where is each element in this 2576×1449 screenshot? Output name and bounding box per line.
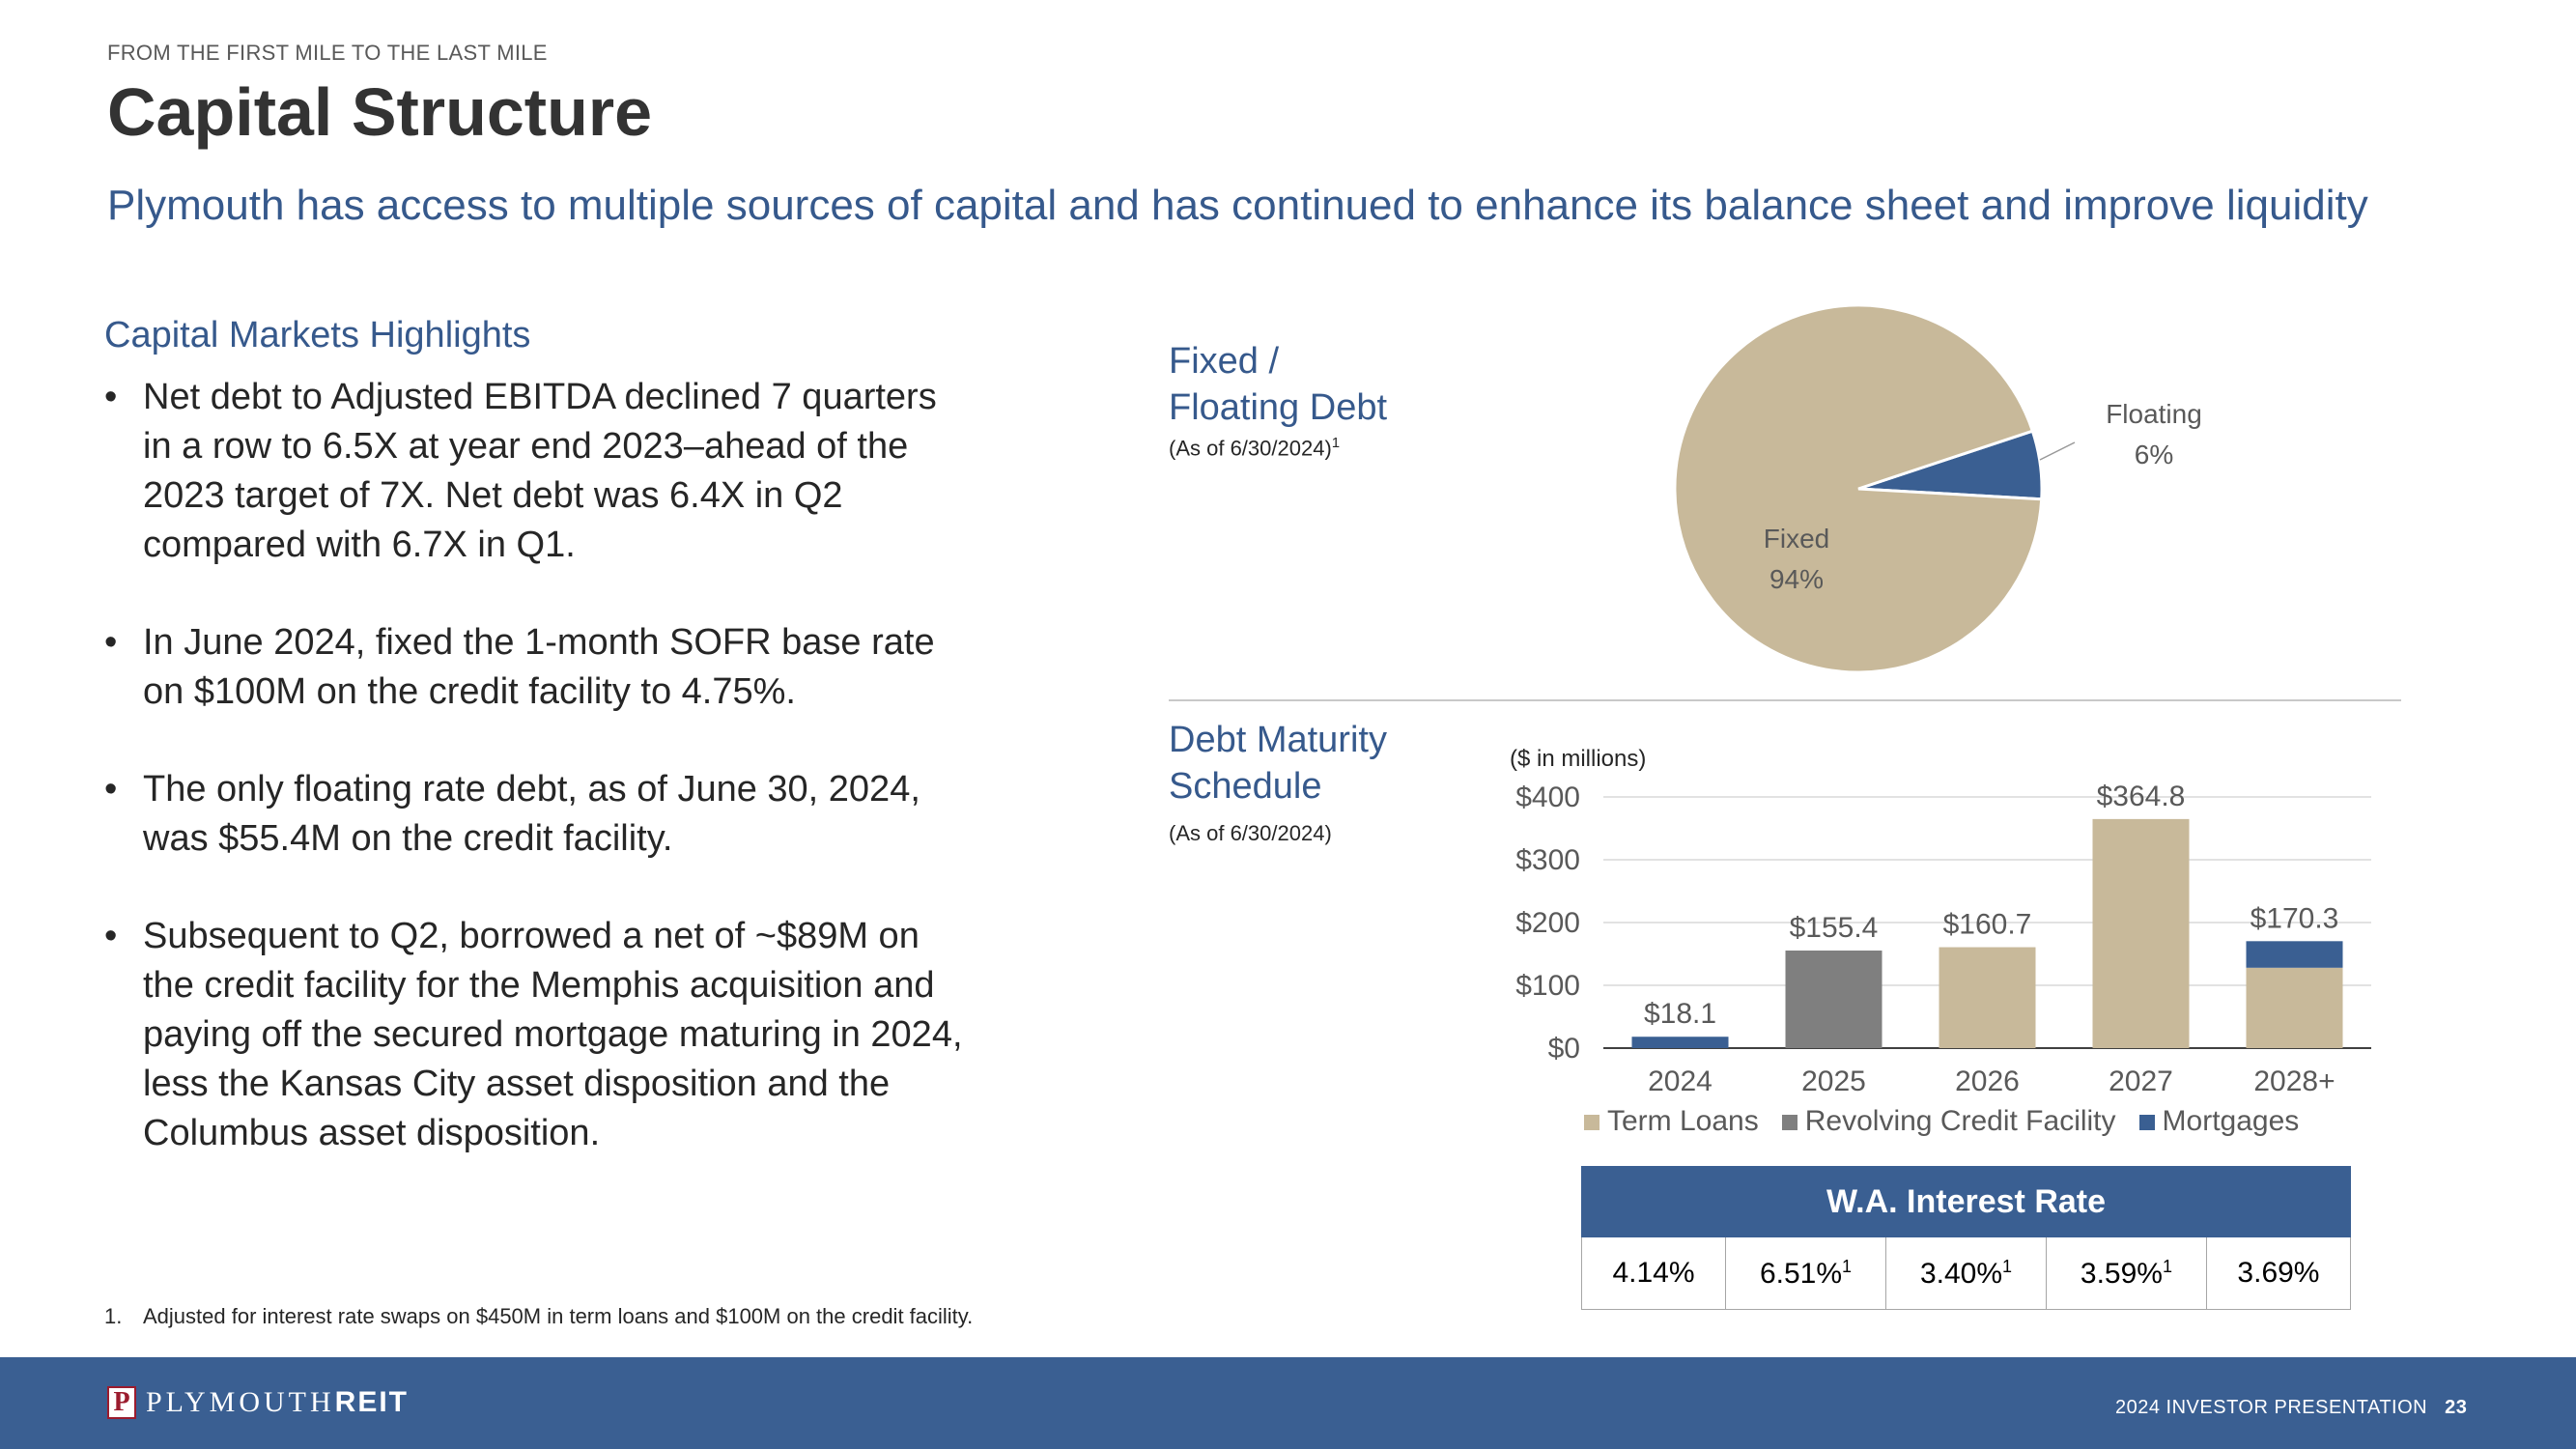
chart-legend: Term Loans Revolving Credit Facility Mor… [1584, 1105, 2299, 1138]
legend-label: Term Loans [1607, 1105, 1759, 1137]
highlights-heading: Capital Markets Highlights [104, 315, 531, 355]
logo-word: PLYMOUTH [146, 1386, 335, 1418]
logo-mark: P [107, 1386, 136, 1419]
maturity-title-1: Debt Maturity [1169, 720, 1387, 760]
pie-leader-line [2039, 441, 2076, 461]
rate-value: 6.51% [1759, 1257, 1843, 1290]
maturity-title-2: Schedule [1169, 766, 1322, 807]
y-tick-label: $300 [1515, 844, 1580, 876]
rate-footnote-marker: 1 [2162, 1256, 2172, 1276]
pie-label-fixed-value: 94% [1769, 564, 1825, 594]
footnote-number: 1. [104, 1304, 123, 1328]
legend-item-term-loans: Term Loans [1584, 1105, 1759, 1138]
legend-swatch-term-loans [1584, 1115, 1599, 1130]
footer-presentation: 2024 INVESTOR PRESENTATION 23 [2115, 1397, 2467, 1419]
bar-data-label: $160.7 [1943, 909, 2032, 941]
bar-data-label: $364.8 [2097, 781, 2186, 812]
x-tick-label: 2026 [1955, 1065, 2020, 1097]
footnote-text: Adjusted for interest rate swaps on $450… [143, 1304, 974, 1328]
fixed-floating-heading: Fixed / Floating Debt (As of 6/30/2024)1 [1169, 338, 1387, 461]
logo-word-bold: REIT [334, 1386, 410, 1418]
presentation-name: 2024 INVESTOR PRESENTATION [2115, 1397, 2428, 1418]
rate-footnote-marker: 1 [2002, 1256, 2013, 1276]
section-divider [1169, 699, 2401, 701]
asof-footnote-marker: 1 [1331, 435, 1341, 451]
y-tick-label: $400 [1515, 781, 1580, 813]
bar-2024-mortgages [1631, 1037, 1729, 1048]
bar-2028+-term-loans [2246, 967, 2343, 1048]
fixed-floating-title-2: Floating Debt [1169, 387, 1388, 428]
highlight-bullet: In June 2024, fixed the 1-month SOFR bas… [104, 618, 974, 717]
asof-text: (As of 6/30/2024) [1169, 436, 1332, 461]
interest-rate-cell: 6.51%1 [1725, 1236, 1886, 1310]
x-tick-label: 2027 [2109, 1065, 2173, 1097]
bar-data-label: $155.4 [1790, 912, 1879, 944]
bar-2025-revolving-credit-facility [1785, 950, 1882, 1048]
footer-bar [0, 1357, 2576, 1449]
bar-2027-term-loans [2092, 818, 2190, 1048]
bar-data-label: $170.3 [2250, 902, 2339, 934]
pie-label-floating: Floating 6% [2086, 394, 2222, 475]
bar-2026-term-loans [1939, 947, 2036, 1048]
rate-footnote-marker: 1 [1842, 1256, 1853, 1276]
page-title: Capital Structure [107, 74, 652, 150]
footnote: 1. Adjusted for interest rate swaps on $4… [104, 1304, 973, 1329]
interest-rate-table: W.A. Interest Rate 4.14% 6.51%1 3.40%1 3… [1580, 1166, 2352, 1310]
plymouth-logo: P PLYMOUTHREIT [107, 1386, 409, 1419]
legend-swatch-revolving [1781, 1115, 1798, 1130]
pie-slice-fixed [1673, 303, 2044, 674]
bar-2028+-mortgages [2246, 941, 2343, 968]
page-subtitle: Plymouth has access to multiple sources … [107, 182, 2368, 229]
kicker-text: FROM THE FIRST MILE TO THE LAST MILE [107, 41, 548, 65]
y-tick-label: $200 [1515, 907, 1580, 939]
x-tick-label: 2024 [1648, 1065, 1713, 1097]
rate-value: 3.40% [1919, 1257, 2003, 1290]
page-number: 23 [2445, 1397, 2468, 1418]
y-tick-label: $0 [1548, 1033, 1580, 1065]
interest-rate-header: W.A. Interest Rate [1581, 1166, 2351, 1237]
interest-rate-cell: 3.40%1 [1885, 1236, 2047, 1310]
legend-item-mortgages: Mortgages [2138, 1105, 2300, 1138]
maturity-units: ($ in millions) [1510, 746, 1647, 772]
y-tick-label: $100 [1515, 970, 1580, 1002]
highlight-bullet: The only floating rate debt, as of June … [104, 765, 974, 864]
rate-value: 3.59% [2080, 1257, 2163, 1290]
rate-value: 3.69% [2237, 1257, 2320, 1289]
maturity-asof: (As of 6/30/2024) [1169, 821, 1332, 845]
interest-rate-cell: 3.59%1 [2045, 1236, 2207, 1310]
legend-swatch-mortgages [2138, 1115, 2155, 1130]
rate-value: 4.14% [1612, 1257, 1695, 1289]
bar-data-label: $18.1 [1644, 998, 1716, 1030]
highlight-bullet: Net debt to Adjusted EBITDA declined 7 q… [104, 373, 974, 570]
fixed-floating-asof: (As of 6/30/2024)1 [1169, 435, 1387, 461]
debt-maturity-bar-chart: $0 $100 $200 $300 $400 $18.1 $155.4 $160.7 $364… [1515, 781, 2371, 1097]
x-tick-label: 2028+ [2253, 1065, 2335, 1097]
interest-rate-cell: 4.14% [1580, 1236, 1727, 1310]
legend-label: Mortgages [2162, 1105, 2300, 1137]
logo-wordmark: PLYMOUTHREIT [146, 1386, 409, 1419]
pie-label-floating-value: 6% [2134, 440, 2174, 469]
legend-label: Revolving Credit Facility [1804, 1105, 2116, 1137]
legend-item-revolving: Revolving Credit Facility [1781, 1105, 2116, 1138]
interest-rate-cell: 3.69% [2205, 1236, 2352, 1310]
x-tick-label: 2025 [1801, 1065, 1866, 1097]
highlight-bullet: Subsequent to Q2, borrowed a net of ~$89… [104, 912, 974, 1158]
pie-label-fixed-name: Fixed [1763, 524, 1830, 554]
fixed-floating-pie-chart [1673, 303, 2076, 674]
pie-label-floating-name: Floating [2106, 399, 2202, 429]
maturity-heading: Debt Maturity Schedule (As of 6/30/2024) [1169, 717, 1387, 846]
pie-label-fixed: Fixed 94% [1729, 519, 1864, 600]
highlights-list: Net debt to Adjusted EBITDA declined 7 q… [104, 373, 974, 1207]
fixed-floating-title-1: Fixed / [1169, 341, 1280, 382]
